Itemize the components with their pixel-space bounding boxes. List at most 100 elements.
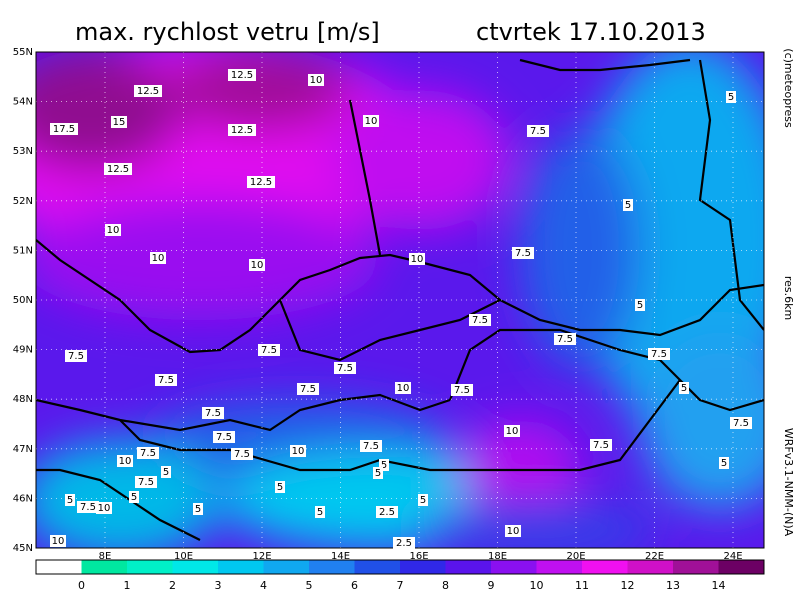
contour-label-box <box>308 74 324 86</box>
contour-label: 7.5 <box>557 334 573 345</box>
colorbar-swatch <box>445 560 491 574</box>
colorbar-label: 2 <box>169 579 176 592</box>
contour-label: 5 <box>163 467 169 478</box>
contour-label: 7.5 <box>593 440 609 451</box>
colorbar-swatch <box>627 560 673 574</box>
contour-label-box <box>451 384 473 396</box>
contour-label-box <box>505 525 521 537</box>
colorbar-swatch <box>491 560 537 574</box>
contour-label: 7.5 <box>733 418 749 429</box>
map-date: ctvrtek 17.10.2013 <box>476 18 706 46</box>
contour-label: 12.5 <box>231 70 253 81</box>
contour-label: 7.5 <box>300 384 316 395</box>
contour-label: 7.5 <box>140 448 156 459</box>
contour-label: 5 <box>681 383 687 394</box>
contour-label-box <box>315 506 325 518</box>
contour-label-box <box>290 445 306 457</box>
lon-label: 22E <box>645 551 664 562</box>
contour-label: 12.5 <box>107 164 129 175</box>
contour-label: 7.5 <box>234 449 250 460</box>
colorbar-swatch <box>536 560 582 574</box>
colorbar-label: 6 <box>351 579 358 592</box>
contour-label: 7.5 <box>472 315 488 326</box>
contour-label-box <box>50 123 78 135</box>
contour-label: 7.5 <box>261 345 277 356</box>
contour-label: 7.5 <box>337 363 353 374</box>
contour-label: 5 <box>375 468 381 479</box>
resolution-note: res.6km <box>782 276 795 320</box>
contour-label: 5 <box>728 92 734 103</box>
colorbar-frame <box>35 559 765 575</box>
contour-label-box <box>96 502 112 514</box>
lat-label: 48N <box>13 394 33 405</box>
contour-label-box <box>213 431 235 443</box>
map-title: max. rychlost vetru [m/s] <box>75 18 380 46</box>
contour-label: 7.5 <box>216 432 232 443</box>
colorbar-label: 0 <box>78 579 85 592</box>
contour-label: 5 <box>625 200 631 211</box>
contour-label-box <box>150 252 166 264</box>
contour-label: 7.5 <box>158 375 174 386</box>
contour-label-box <box>679 382 689 394</box>
contour-label: 10 <box>411 254 424 265</box>
colorbar-label: 12 <box>621 579 635 592</box>
contour-label-box <box>275 481 285 493</box>
lat-label: 53N <box>13 146 33 157</box>
contour-label-box <box>247 176 275 188</box>
contour-label-box <box>77 501 99 513</box>
contour-label-box <box>137 447 159 459</box>
contour-label: 7.5 <box>363 441 379 452</box>
contour-label: 7.5 <box>68 351 84 362</box>
colorbar-swatch <box>309 560 355 574</box>
contour-label: 10 <box>98 503 111 514</box>
lat-label: 47N <box>13 444 33 455</box>
contour-label-box <box>50 535 66 547</box>
contour-label: 2.5 <box>396 538 412 549</box>
contour-label: 10 <box>397 383 410 394</box>
contour-label: 10 <box>310 75 323 86</box>
map-axes: 55N 54N 53N 52N 51N 50N 49N 48N 47N 46N 45N 8E 10E 12… <box>13 47 743 562</box>
contour-label-box <box>135 476 157 488</box>
lat-label: 45N <box>13 543 33 554</box>
colorbar-label: 14 <box>712 579 726 592</box>
contour-label-box <box>297 383 319 395</box>
contour-label: 5 <box>277 482 283 493</box>
contour-label: 5 <box>721 458 727 469</box>
contour-label: 5 <box>131 492 137 503</box>
contour-label: 5 <box>637 300 643 311</box>
contour-label-box <box>228 69 256 81</box>
colorbar-swatch <box>81 560 127 574</box>
contour-label: 2.5 <box>379 507 395 518</box>
contour-label: 10 <box>107 225 120 236</box>
contour-label-box <box>65 494 75 506</box>
contour-label-box <box>395 382 411 394</box>
lat-label: 46N <box>13 493 33 504</box>
colorbar-swatch <box>673 560 719 574</box>
lat-label: 50N <box>13 295 33 306</box>
colorbar-swatch <box>582 560 628 574</box>
lon-label: 18E <box>488 551 507 562</box>
lon-label: 8E <box>99 551 112 562</box>
contour-label: 7.5 <box>205 408 221 419</box>
contour-label: 7.5 <box>138 477 154 488</box>
colorbar-swatch <box>36 560 82 574</box>
colorbar-label: 5 <box>306 579 313 592</box>
contour-label-box <box>104 163 132 175</box>
lon-label: 24E <box>723 551 742 562</box>
contour-label-box <box>129 491 139 503</box>
contour-label-box <box>111 116 127 128</box>
lon-label: 12E <box>252 551 271 562</box>
contour-label-box <box>730 417 752 429</box>
colorbar-swatch <box>718 560 764 574</box>
contour-label: 10 <box>506 426 519 437</box>
contour-label-box <box>469 314 491 326</box>
colorbar-swatch <box>400 560 446 574</box>
contour-label-box <box>409 253 425 265</box>
contour-label: 7.5 <box>515 248 531 259</box>
colorbar-swatch <box>127 560 173 574</box>
contour-label-box <box>65 350 87 362</box>
colorbar-label: 9 <box>488 579 495 592</box>
contour-label: 7.5 <box>80 502 96 513</box>
contour-label-box <box>512 247 534 259</box>
